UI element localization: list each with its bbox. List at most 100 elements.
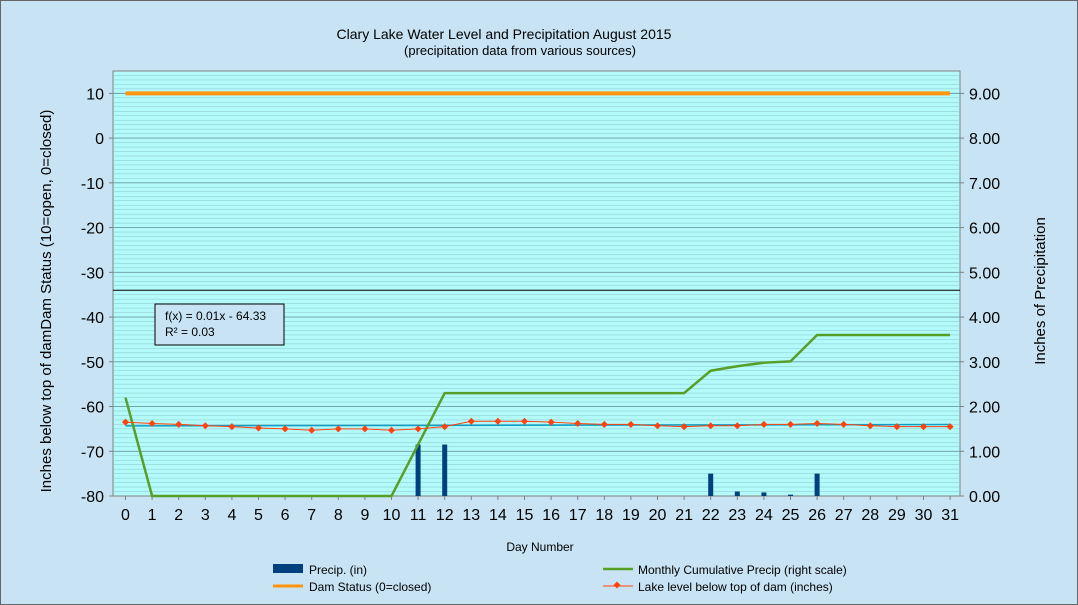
y-tick-label: -30 — [81, 265, 104, 282]
lake-level-point — [441, 423, 449, 431]
y-tick-label: -70 — [81, 444, 104, 461]
x-tick-label: 29 — [888, 507, 906, 524]
x-tick-label: 6 — [281, 507, 290, 524]
y2-tick-label: 9.00 — [969, 86, 1000, 103]
y-axis-right: 9.00 8.00 7.00 6.00 5.00 4.00 3.00 2.00 1.00 0.00 — [960, 86, 1000, 506]
precip-bar — [415, 444, 421, 496]
x-tick-label: 13 — [462, 507, 480, 524]
y-tick-label: -60 — [81, 400, 104, 417]
x-tick-label: 27 — [835, 507, 853, 524]
x-tick-label: 5 — [254, 507, 263, 524]
trendline — [125, 423, 951, 427]
x-tick-label: 15 — [516, 507, 534, 524]
gridlines — [113, 75, 960, 492]
y2-tick-label: 6.00 — [969, 221, 1000, 238]
lake-level-point — [600, 420, 608, 428]
trendline-box — [154, 303, 285, 346]
lake-level-point — [893, 423, 901, 431]
legend-label-lake-level: Lake level below top of dam (inches) — [638, 580, 833, 594]
x-axis-label: Day Number — [506, 540, 573, 554]
x-tick-label: 19 — [622, 507, 640, 524]
precip-bar — [788, 494, 793, 496]
x-axis: 0 1 2 3 4 5 6 7 8 9 10 11 12 13 14 15 16 17 18 19 20 21 22 23 24… — [121, 496, 959, 524]
y2-tick-label: 1.00 — [969, 444, 1000, 461]
x-tick-label: 7 — [307, 507, 316, 524]
lake-level-point — [281, 425, 289, 433]
lake-level-line — [125, 420, 951, 431]
lake-level-point — [228, 423, 236, 431]
lake-level-point — [254, 424, 263, 432]
precip-bar — [814, 473, 820, 496]
y-tick-label: -20 — [81, 221, 104, 238]
precip-bar — [708, 473, 714, 496]
chart-subtitle: (precipitation data from various sources… — [404, 43, 636, 58]
lake-level-point — [201, 422, 209, 430]
precip-bar — [734, 491, 740, 496]
x-tick-label: 18 — [595, 507, 613, 524]
x-tick-label: 9 — [360, 507, 369, 524]
lake-level-point — [121, 418, 130, 426]
y-tick-label: -50 — [81, 355, 104, 372]
legend-swatch-precip — [273, 564, 303, 573]
x-tick-label: 10 — [383, 507, 401, 524]
lake-level-point — [361, 425, 369, 433]
lake-level-point — [175, 420, 183, 428]
x-tick-label: 11 — [410, 507, 427, 524]
y2-tick-label: 0.00 — [969, 489, 1000, 506]
lake-level-point — [866, 422, 874, 430]
lake-level-point — [919, 423, 928, 431]
y-tick-label: 10 — [86, 86, 104, 103]
lake-level-point — [786, 420, 795, 428]
legend-label-precip: Precip. (in) — [309, 563, 367, 577]
legend: Precip. (in) Monthly Cumulative Precip (… — [273, 563, 847, 594]
legend-label-dam-status: Dam Status (0=closed) — [309, 580, 431, 594]
lake-level-point — [627, 420, 635, 428]
lake-level-point — [520, 417, 529, 425]
x-tick-label: 21 — [675, 507, 693, 524]
lake-level-point — [148, 419, 156, 428]
x-tick-label: 17 — [569, 507, 587, 524]
x-tick-label: 0 — [121, 507, 130, 524]
x-tick-label: 8 — [334, 507, 343, 524]
x-tick-label: 31 — [941, 507, 959, 524]
y2-tick-label: 5.00 — [969, 265, 1000, 282]
precip-bar — [761, 492, 767, 496]
y-tick-label: -80 — [81, 489, 104, 506]
x-tick-label: 25 — [782, 507, 800, 524]
y2-tick-label: 2.00 — [969, 400, 1000, 417]
x-tick-label: 16 — [542, 507, 560, 524]
x-tick-label: 22 — [702, 507, 720, 524]
lake-level-point — [840, 420, 848, 428]
plot-area — [112, 70, 961, 497]
x-tick-label: 28 — [861, 507, 879, 524]
y-tick-label: 0 — [95, 131, 104, 148]
x-tick-label: 14 — [489, 507, 507, 524]
legend-label-cumulative: Monthly Cumulative Precip (right scale) — [638, 563, 847, 577]
y-axis-label: Inches below top of damDam Status (10=op… — [38, 110, 55, 493]
y2-tick-label: 8.00 — [969, 131, 1000, 148]
y2-tick-label: 7.00 — [969, 176, 1000, 193]
lake-level-point — [387, 426, 396, 434]
precip-bar — [442, 444, 448, 496]
trendline-equation: f(x) = 0.01x - 64.33 — [165, 309, 266, 323]
lake-level-point — [653, 422, 662, 430]
lake-level-point — [680, 423, 688, 431]
lake-level-point — [494, 417, 502, 425]
x-tick-label: 26 — [808, 507, 826, 524]
y2-axis-label: Inches of Precipitation — [1032, 217, 1049, 365]
lake-level-point — [574, 419, 582, 428]
y2-tick-label: 4.00 — [969, 310, 1000, 327]
x-tick-label: 24 — [755, 507, 773, 524]
lake-level-point — [308, 426, 316, 434]
trendline-equation-box: f(x) = 0.01x - 64.33 R² = 0.03 — [154, 303, 285, 346]
lake-level-point — [414, 425, 422, 433]
x-tick-label: 4 — [227, 507, 236, 524]
lake-level-point — [467, 417, 475, 425]
y-axis-left: 10 0 -10 -20 -30 -40 -50 -60 -70 -80 — [81, 86, 113, 506]
y-tick-label: -40 — [81, 310, 104, 327]
y2-tick-label: 3.00 — [969, 355, 1000, 372]
lake-level-point — [733, 422, 741, 430]
lake-level-point — [760, 420, 768, 428]
x-tick-label: 20 — [649, 507, 667, 524]
